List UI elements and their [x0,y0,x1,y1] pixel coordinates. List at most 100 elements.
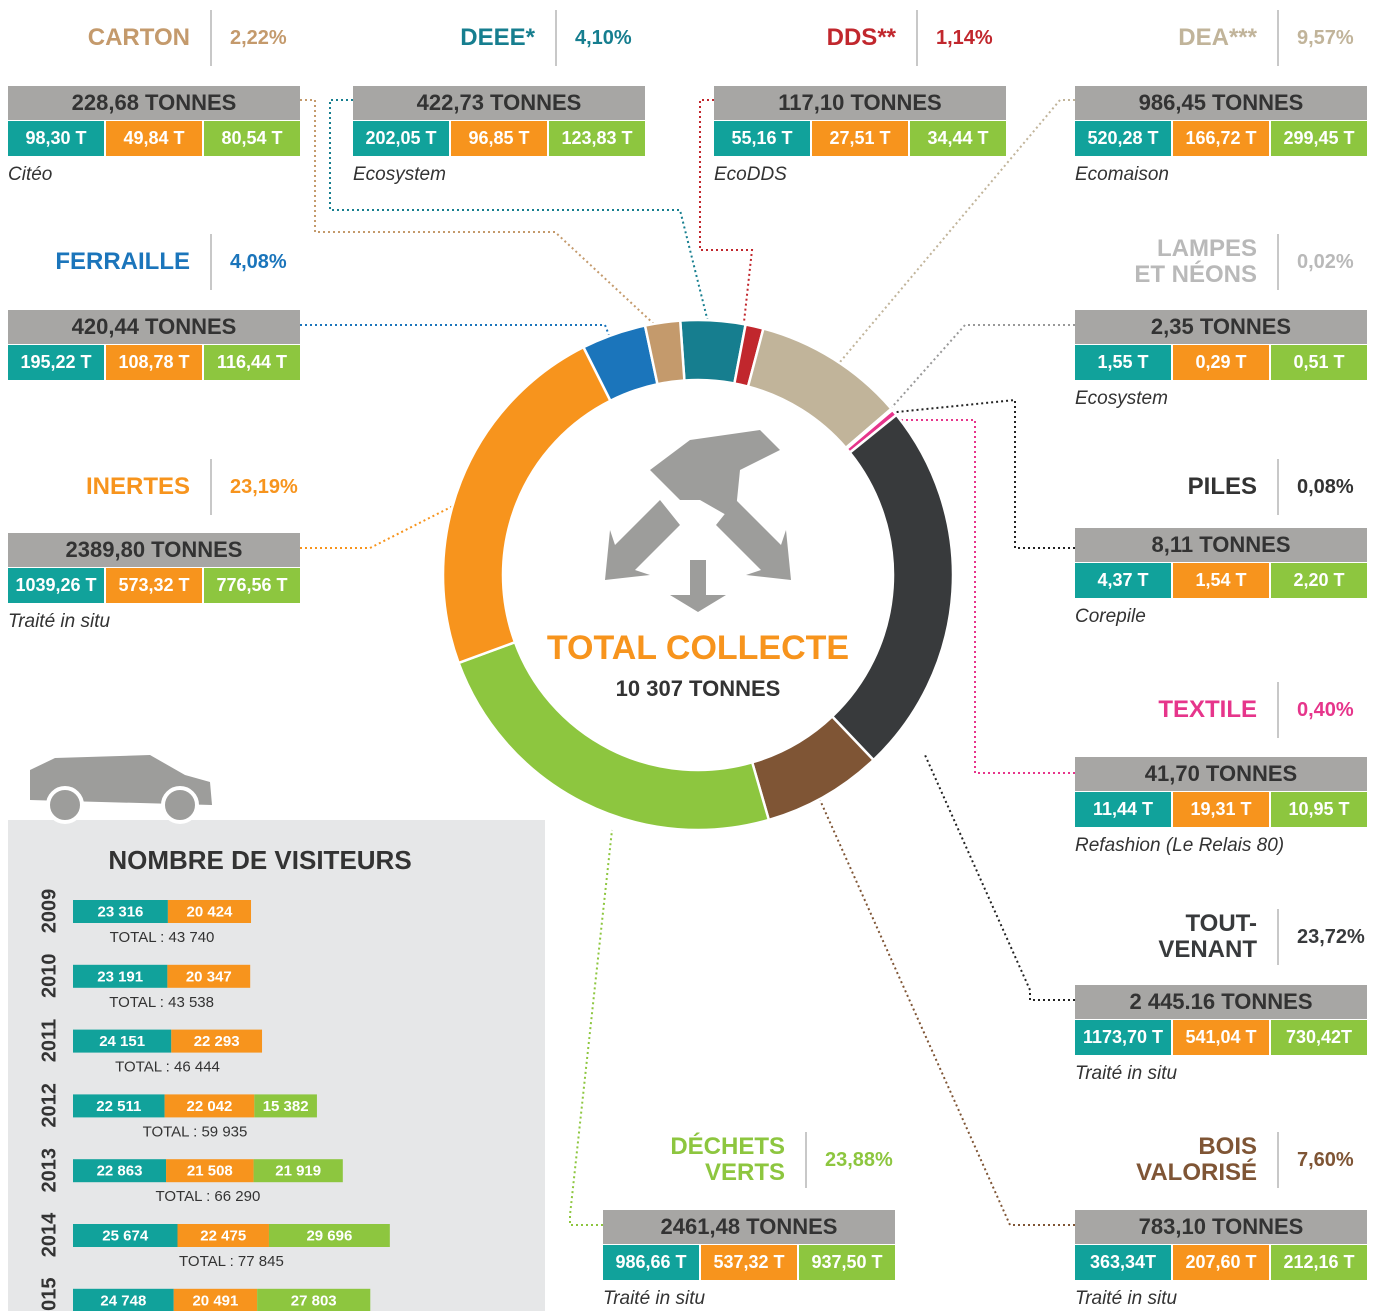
separator [1277,10,1279,66]
year-label: 2011 [38,1019,60,1062]
organisation: Traité in situ [603,1288,705,1310]
year-label: 2010 [38,954,60,999]
total-label: TOTAL : 46 444 [115,1059,220,1076]
bar-value-label: 24 748 [100,1292,146,1309]
visitors-title: NOMBRE DE VISITEURS [108,845,411,875]
part-tonnes: 1,55 T [1075,345,1171,380]
organisation: Corepile [1075,606,1146,628]
percentage: 23,88% [825,1130,893,1190]
part-tonnes: 520,28 T [1075,121,1171,156]
part-tonnes: 212,16 T [1271,1245,1367,1280]
bar-value-label: 24 151 [99,1033,145,1050]
connector [300,505,455,548]
bar-value-label: 21 919 [275,1163,321,1180]
donut-segment [832,415,953,760]
year-label: 2014 [38,1212,60,1257]
percentage: 0,02% [1297,232,1354,292]
total-tonnes: 41,70 TONNES [1075,757,1367,791]
category-name: DDS** [827,8,896,68]
percentage: 2,22% [230,8,287,68]
center-subtitle: 10 307 TONNES [616,676,781,701]
connector [300,325,612,343]
part-tonnes: 4,37 T [1075,563,1171,598]
separator [916,10,918,66]
percentage: 7,60% [1297,1130,1354,1190]
part-tonnes: 10,95 T [1271,792,1367,827]
part-tonnes: 55,16 T [714,121,810,156]
part-tonnes: 986,66 T [603,1245,699,1280]
separator [1277,682,1279,738]
category-name: LAMPES ET NÉONS [1127,232,1257,292]
part-tonnes: 1,54 T [1173,563,1269,598]
separator [555,10,557,66]
bar-value-label: 22 475 [200,1227,246,1244]
chart-canvas: TOTAL COLLECTE 10 307 TONNES NOMBRE DE V… [0,0,1385,1311]
part-tonnes: 730,42T [1271,1020,1367,1055]
separator [210,10,212,66]
part-tonnes: 27,51 T [812,121,908,156]
part-tonnes: 1173,70 T [1075,1020,1171,1055]
part-tonnes: 937,50 T [799,1245,895,1280]
organisation: Citéo [8,164,52,186]
part-tonnes: 166,72 T [1173,121,1269,156]
category-name: BOIS VALORISÉ [1127,1130,1257,1190]
organisation: Traité in situ [1075,1288,1177,1310]
part-tonnes: 573,32 T [106,568,202,603]
organisation: Ecosystem [353,164,446,186]
separator [210,234,212,290]
part-tonnes: 80,54 T [204,121,300,156]
total-tonnes: 422,73 TONNES [353,86,645,120]
percentage: 4,10% [575,8,632,68]
part-tonnes: 98,30 T [8,121,104,156]
part-tonnes: 299,45 T [1271,121,1367,156]
panel: DEA***9,57%986,45 TONNES520,28 T166,72 T… [1075,8,1367,186]
year-label: 2013 [38,1148,60,1193]
organisation: Refashion (Le Relais 80) [1075,835,1284,857]
total-tonnes: 420,44 TONNES [8,310,300,344]
bar-value-label: 27 803 [291,1292,337,1309]
total-tonnes: 986,45 TONNES [1075,86,1367,120]
separator [1277,234,1279,290]
category-name: DÉCHETS VERTS [655,1130,785,1190]
center-title: TOTAL COLLECTE [547,629,849,667]
total-tonnes: 8,11 TONNES [1075,528,1367,562]
category-name: PILES [1188,457,1257,517]
year-label: 2015 [38,1278,60,1311]
panel: DDS**1,14%117,10 TONNES55,16 T27,51 T34,… [714,8,1006,186]
part-tonnes: 108,78 T [106,345,202,380]
hand-icon [605,430,791,612]
total-label: TOTAL : 59 935 [143,1123,248,1140]
organisation: Ecomaison [1075,164,1169,186]
car-icon [30,755,212,822]
part-tonnes: 537,32 T [701,1245,797,1280]
part-tonnes: 49,84 T [106,121,202,156]
bar-value-label: 23 316 [98,903,144,920]
part-tonnes: 96,85 T [451,121,547,156]
part-tonnes: 11,44 T [1075,792,1171,827]
connector [885,325,1075,415]
separator [1277,909,1279,965]
infographic: TOTAL COLLECTE 10 307 TONNES NOMBRE DE V… [0,0,1385,1311]
panel: FERRAILLE4,08%420,44 TONNES195,22 T108,7… [8,232,300,410]
bar-value-label: 22 511 [96,1098,141,1115]
bar-value-label: 21 508 [187,1163,233,1180]
bar-value-label: 25 674 [102,1227,149,1244]
category-name: DEEE* [460,8,535,68]
bar-value-label: 20 491 [192,1292,238,1309]
separator [210,459,212,515]
separator [805,1132,807,1188]
total-tonnes: 2461,48 TONNES [603,1210,895,1244]
organisation: Ecosystem [1075,388,1168,410]
category-name: DEA*** [1178,8,1257,68]
organisation: Traité in situ [8,611,110,633]
part-tonnes: 207,60 T [1173,1245,1269,1280]
total-label: TOTAL : 43 740 [110,929,215,946]
percentage: 4,08% [230,232,287,292]
bar-value-label: 22 293 [194,1033,240,1050]
percentage: 23,19% [230,457,298,517]
part-tonnes: 195,22 T [8,345,104,380]
bar-value-label: 22 042 [187,1098,233,1115]
